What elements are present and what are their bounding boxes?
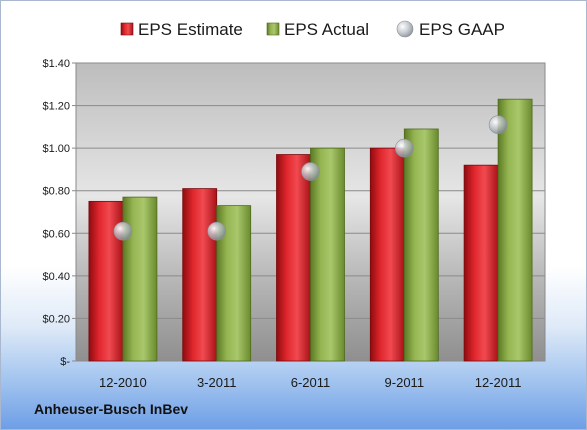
x-tick-label: 9-2011 xyxy=(385,375,425,390)
y-tick-label: $0.60 xyxy=(42,228,70,240)
y-axis-ticks: $- $0.20 $0.40 $0.60 $0.80 $1.00 $1.20 $1.40 xyxy=(42,58,76,368)
bar-eps-actual xyxy=(310,147,345,362)
point-eps-gaap xyxy=(301,162,320,181)
legend: EPS Estimate EPS Actual EPS GAAP xyxy=(120,20,505,39)
bar-eps-actual xyxy=(497,98,533,362)
point-eps-gaap xyxy=(488,115,508,135)
bar-eps-estimate xyxy=(463,164,499,362)
point-eps-gaap xyxy=(207,221,226,241)
bar-eps-estimate xyxy=(182,188,218,362)
bar-eps-actual xyxy=(403,128,439,362)
y-tick-label: $- xyxy=(60,356,70,368)
x-tick-label: 12-2010 xyxy=(99,375,147,390)
legend-label: EPS Estimate xyxy=(138,20,243,39)
legend-swatch xyxy=(396,20,414,38)
legend-swatch xyxy=(120,22,134,36)
bar-eps-actual xyxy=(122,196,158,362)
company-name: Anheuser-Busch InBev xyxy=(34,401,189,417)
point-eps-gaap xyxy=(113,221,133,241)
y-tick-label: $0.40 xyxy=(42,271,70,283)
point-eps-gaap xyxy=(394,138,414,158)
y-tick-label: $0.80 xyxy=(42,186,70,198)
bar-eps-estimate xyxy=(276,154,311,362)
y-tick-label: $0.20 xyxy=(42,313,70,325)
y-tick-label: $1.00 xyxy=(42,143,70,155)
legend-swatch xyxy=(266,22,280,36)
bar-eps-estimate xyxy=(369,147,405,362)
x-axis-ticks: 12-2010 3-2011 6-2011 9-2011 12-2011 xyxy=(99,375,521,390)
x-tick-label: 12-2011 xyxy=(475,375,522,390)
gaap-points xyxy=(113,115,508,241)
x-tick-label: 3-2011 xyxy=(197,375,237,390)
y-tick-label: $1.20 xyxy=(42,101,70,113)
legend-label: EPS Actual xyxy=(284,20,369,39)
legend-label: EPS GAAP xyxy=(419,20,505,39)
y-tick-label: $1.40 xyxy=(42,58,70,70)
x-tick-label: 6-2011 xyxy=(291,375,331,390)
